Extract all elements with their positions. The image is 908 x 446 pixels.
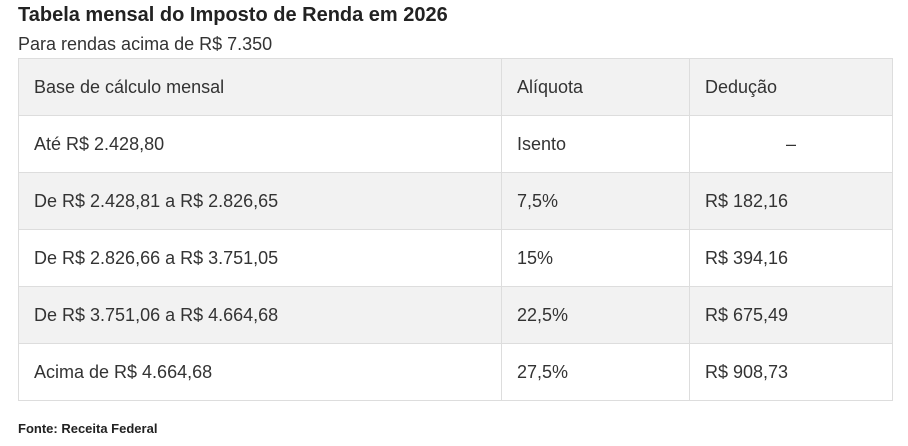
table-title: Tabela mensal do Imposto de Renda em 202… xyxy=(18,4,448,26)
table-row: De R$ 3.751,06 a R$ 4.664,68 22,5% R$ 67… xyxy=(18,286,893,344)
header-aliquota: Alíquota xyxy=(501,58,690,116)
table-row: Acima de R$ 4.664,68 27,5% R$ 908,73 xyxy=(18,343,893,401)
cell-aliquota: 15% xyxy=(501,229,690,287)
cell-deducao: R$ 908,73 xyxy=(689,343,893,401)
table-row: De R$ 2.428,81 a R$ 2.826,65 7,5% R$ 182… xyxy=(18,172,893,230)
cell-deducao: R$ 394,16 xyxy=(689,229,893,287)
table-row: Até R$ 2.428,80 Isento – xyxy=(18,115,893,173)
cell-deducao: R$ 182,16 xyxy=(689,172,893,230)
cell-deducao: R$ 675,49 xyxy=(689,286,893,344)
cell-aliquota: 7,5% xyxy=(501,172,690,230)
cell-aliquota: 22,5% xyxy=(501,286,690,344)
table-subtitle: Para rendas acima de R$ 7.350 xyxy=(18,34,273,54)
cell-base: Até R$ 2.428,80 xyxy=(18,115,502,173)
table-header-row: Base de cálculo mensal Alíquota Dedução xyxy=(18,58,893,116)
cell-aliquota: 27,5% xyxy=(501,343,690,401)
cell-aliquota: Isento xyxy=(501,115,690,173)
cell-deducao: – xyxy=(689,115,893,173)
cell-base: Acima de R$ 4.664,68 xyxy=(18,343,502,401)
cell-base: De R$ 2.826,66 a R$ 3.751,05 xyxy=(18,229,502,287)
cell-base: De R$ 3.751,06 a R$ 4.664,68 xyxy=(18,286,502,344)
header-base-calculo: Base de cálculo mensal xyxy=(18,58,502,116)
table-row: De R$ 2.826,66 a R$ 3.751,05 15% R$ 394,… xyxy=(18,229,893,287)
tax-table: Base de cálculo mensal Alíquota Dedução … xyxy=(18,58,893,401)
tax-table-container: Base de cálculo mensal Alíquota Dedução … xyxy=(18,58,893,401)
header-deducao: Dedução xyxy=(689,58,893,116)
source-note: Fonte: Receita Federal xyxy=(18,421,158,436)
cell-base: De R$ 2.428,81 a R$ 2.826,65 xyxy=(18,172,502,230)
